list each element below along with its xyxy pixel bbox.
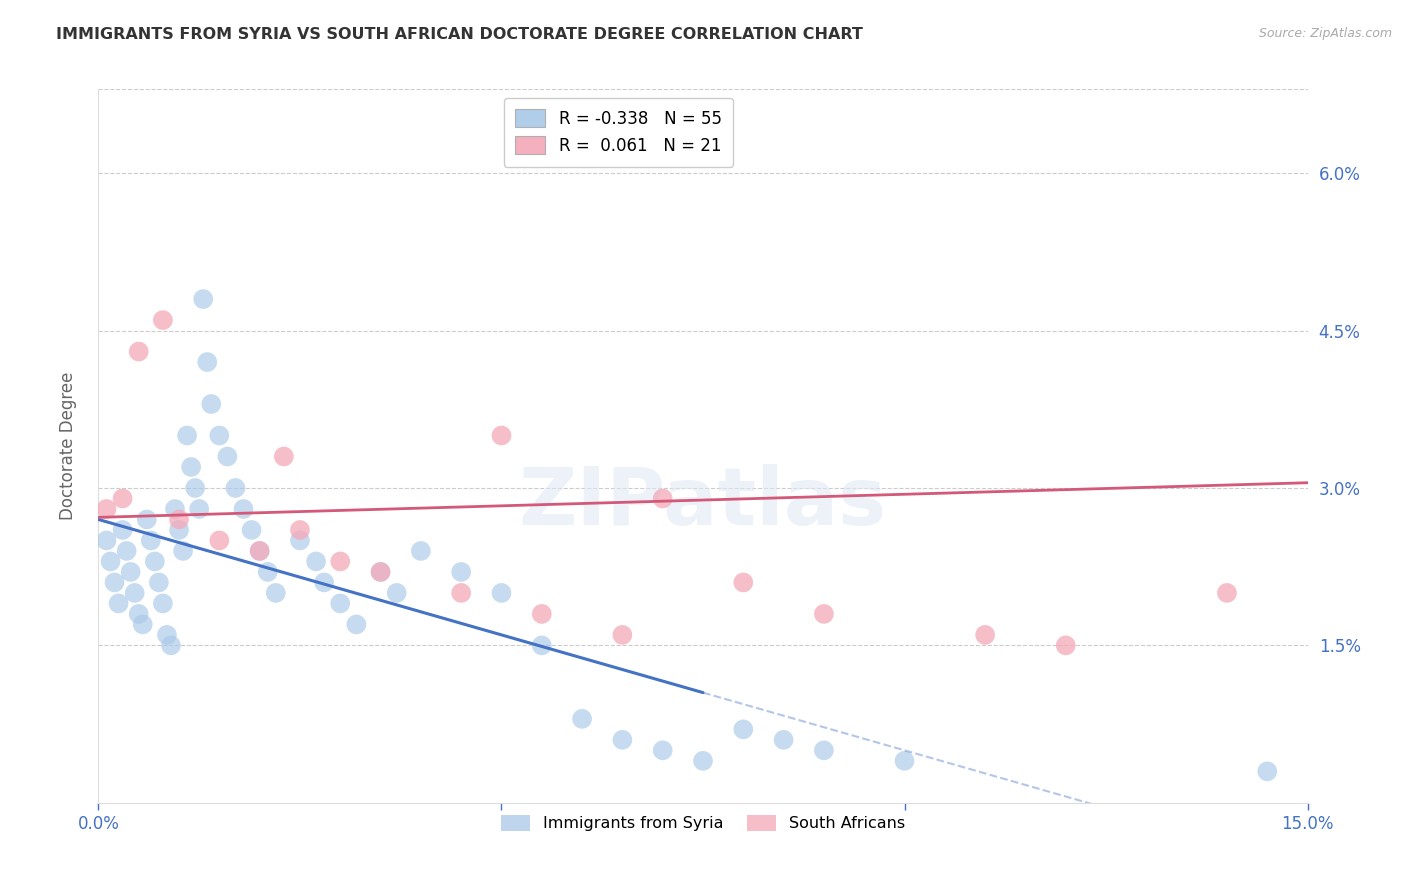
- Point: [232, 502, 254, 516]
- Point: [132, 617, 155, 632]
- Legend: Immigrants from Syria, South Africans: Immigrants from Syria, South Africans: [495, 808, 911, 838]
- Point: [195, 355, 218, 369]
- Point: [1256, 764, 1278, 779]
- Point: [329, 596, 352, 610]
- Y-axis label: Doctorate Degree: Doctorate Degree: [59, 372, 77, 520]
- Point: [224, 481, 246, 495]
- Point: [893, 754, 915, 768]
- Point: [1216, 586, 1239, 600]
- Point: [530, 607, 553, 621]
- Point: [217, 450, 239, 464]
- Point: [208, 428, 231, 442]
- Point: [172, 544, 194, 558]
- Point: [273, 450, 295, 464]
- Point: [96, 502, 118, 516]
- Point: [135, 512, 157, 526]
- Point: [143, 554, 166, 568]
- Point: [249, 544, 271, 558]
- Point: [139, 533, 162, 548]
- Point: [733, 575, 755, 590]
- Point: [96, 533, 118, 548]
- Point: [156, 628, 179, 642]
- Text: ZIPatlas: ZIPatlas: [519, 464, 887, 542]
- Point: [120, 565, 142, 579]
- Point: [305, 554, 328, 568]
- Point: [450, 586, 472, 600]
- Point: [240, 523, 263, 537]
- Point: [148, 575, 170, 590]
- Point: [152, 596, 174, 610]
- Point: [329, 554, 352, 568]
- Point: [571, 712, 593, 726]
- Point: [813, 607, 835, 621]
- Point: [163, 502, 186, 516]
- Point: [491, 586, 513, 600]
- Point: [208, 533, 231, 548]
- Point: [530, 639, 553, 653]
- Point: [612, 628, 634, 642]
- Point: [100, 554, 122, 568]
- Point: [176, 428, 198, 442]
- Point: [160, 639, 183, 653]
- Point: [111, 491, 134, 506]
- Point: [256, 565, 278, 579]
- Point: [188, 502, 211, 516]
- Point: [491, 428, 513, 442]
- Point: [152, 313, 174, 327]
- Point: [651, 491, 673, 506]
- Point: [974, 628, 997, 642]
- Point: [612, 732, 634, 747]
- Point: [249, 544, 271, 558]
- Point: [184, 481, 207, 495]
- Point: [1054, 639, 1077, 653]
- Point: [111, 523, 134, 537]
- Point: [288, 533, 311, 548]
- Point: [128, 344, 150, 359]
- Point: [450, 565, 472, 579]
- Point: [409, 544, 432, 558]
- Point: [772, 732, 794, 747]
- Point: [107, 596, 129, 610]
- Point: [124, 586, 146, 600]
- Point: [288, 523, 311, 537]
- Point: [813, 743, 835, 757]
- Point: [344, 617, 367, 632]
- Point: [733, 723, 755, 737]
- Point: [193, 292, 215, 306]
- Point: [103, 575, 125, 590]
- Point: [115, 544, 138, 558]
- Point: [370, 565, 392, 579]
- Point: [314, 575, 336, 590]
- Point: [200, 397, 222, 411]
- Point: [370, 565, 392, 579]
- Text: Source: ZipAtlas.com: Source: ZipAtlas.com: [1258, 27, 1392, 40]
- Point: [180, 460, 202, 475]
- Point: [385, 586, 408, 600]
- Point: [264, 586, 287, 600]
- Point: [128, 607, 150, 621]
- Point: [692, 754, 714, 768]
- Point: [651, 743, 673, 757]
- Point: [167, 512, 190, 526]
- Point: [167, 523, 190, 537]
- Text: IMMIGRANTS FROM SYRIA VS SOUTH AFRICAN DOCTORATE DEGREE CORRELATION CHART: IMMIGRANTS FROM SYRIA VS SOUTH AFRICAN D…: [56, 27, 863, 42]
